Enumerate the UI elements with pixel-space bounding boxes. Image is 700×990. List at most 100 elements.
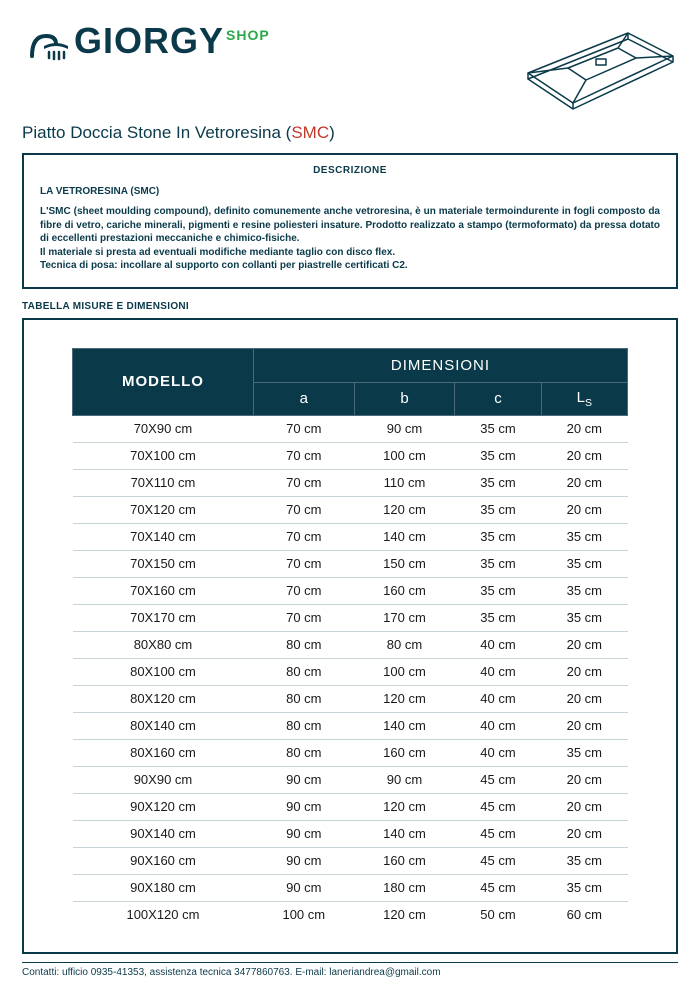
table-cell: 20 cm — [541, 712, 627, 739]
table-cell: 35 cm — [455, 550, 541, 577]
brand-logo: GIORGYSHOP — [22, 18, 270, 64]
table-section-label: TABELLA MISURE E DIMENSIONI — [22, 301, 678, 312]
table-cell: 80 cm — [354, 631, 455, 658]
table-cell: 150 cm — [354, 550, 455, 577]
table-cell: 80 cm — [253, 658, 354, 685]
table-cell: 90 cm — [253, 793, 354, 820]
table-row: 90X140 cm90 cm140 cm45 cm20 cm — [73, 820, 628, 847]
table-row: 70X150 cm70 cm150 cm35 cm35 cm — [73, 550, 628, 577]
table-cell: 70X100 cm — [73, 442, 254, 469]
table-cell: 90X160 cm — [73, 847, 254, 874]
table-cell: 90X180 cm — [73, 874, 254, 901]
table-cell: 20 cm — [541, 793, 627, 820]
table-cell: 45 cm — [455, 874, 541, 901]
table-cell: 70X170 cm — [73, 604, 254, 631]
table-header-model: MODELLO — [73, 348, 254, 415]
table-cell: 20 cm — [541, 631, 627, 658]
table-cell: 80X80 cm — [73, 631, 254, 658]
table-row: 90X160 cm90 cm160 cm45 cm35 cm — [73, 847, 628, 874]
table-cell: 45 cm — [455, 820, 541, 847]
table-row: 80X160 cm80 cm160 cm40 cm35 cm — [73, 739, 628, 766]
table-cell: 80X100 cm — [73, 658, 254, 685]
table-row: 70X100 cm70 cm100 cm35 cm20 cm — [73, 442, 628, 469]
table-cell: 40 cm — [455, 631, 541, 658]
table-cell: 70 cm — [253, 469, 354, 496]
table-cell: 140 cm — [354, 712, 455, 739]
table-cell: 160 cm — [354, 847, 455, 874]
table-header-col: b — [354, 382, 455, 415]
table-cell: 80 cm — [253, 712, 354, 739]
table-cell: 45 cm — [455, 847, 541, 874]
table-cell: 120 cm — [354, 685, 455, 712]
table-row: 90X120 cm90 cm120 cm45 cm20 cm — [73, 793, 628, 820]
table-cell: 70X90 cm — [73, 415, 254, 442]
table-cell: 35 cm — [541, 604, 627, 631]
product-title-accent: SMC — [291, 123, 329, 142]
table-cell: 80 cm — [253, 631, 354, 658]
table-row: 80X140 cm80 cm140 cm40 cm20 cm — [73, 712, 628, 739]
dimensions-table: MODELLO DIMENSIONI abcLS 70X90 cm70 cm90… — [72, 348, 628, 928]
table-cell: 35 cm — [541, 847, 627, 874]
table-cell: 180 cm — [354, 874, 455, 901]
table-cell: 90 cm — [253, 820, 354, 847]
table-row: 80X100 cm80 cm100 cm40 cm20 cm — [73, 658, 628, 685]
table-cell: 140 cm — [354, 820, 455, 847]
table-row: 70X90 cm70 cm90 cm35 cm20 cm — [73, 415, 628, 442]
table-cell: 45 cm — [455, 793, 541, 820]
table-cell: 40 cm — [455, 685, 541, 712]
table-cell: 35 cm — [541, 739, 627, 766]
brand-shop-label: SHOP — [226, 27, 270, 43]
table-cell: 90X120 cm — [73, 793, 254, 820]
table-cell: 160 cm — [354, 577, 455, 604]
table-cell: 70 cm — [253, 442, 354, 469]
table-cell: 50 cm — [455, 901, 541, 928]
brand-name-text: GIORGY — [74, 20, 224, 61]
table-cell: 120 cm — [354, 496, 455, 523]
table-cell: 35 cm — [455, 523, 541, 550]
table-cell: 110 cm — [354, 469, 455, 496]
table-cell: 35 cm — [541, 523, 627, 550]
table-cell: 20 cm — [541, 766, 627, 793]
table-cell: 35 cm — [455, 469, 541, 496]
table-cell: 35 cm — [455, 496, 541, 523]
table-header-col: a — [253, 382, 354, 415]
table-row: 70X160 cm70 cm160 cm35 cm35 cm — [73, 577, 628, 604]
table-cell: 70 cm — [253, 415, 354, 442]
description-box: DESCRIZIONE LA VETRORESINA (SMC) L'SMC (… — [22, 153, 678, 289]
table-cell: 80 cm — [253, 739, 354, 766]
table-header-dimensions: DIMENSIONI — [253, 348, 627, 382]
table-row: 70X110 cm70 cm110 cm35 cm20 cm — [73, 469, 628, 496]
table-cell: 100 cm — [354, 658, 455, 685]
table-cell: 140 cm — [354, 523, 455, 550]
table-cell: 20 cm — [541, 442, 627, 469]
table-cell: 40 cm — [455, 739, 541, 766]
table-header-col: LS — [541, 382, 627, 415]
table-cell: 90X90 cm — [73, 766, 254, 793]
table-cell: 35 cm — [455, 604, 541, 631]
table-cell: 35 cm — [541, 577, 627, 604]
table-cell: 90 cm — [354, 415, 455, 442]
table-cell: 100 cm — [253, 901, 354, 928]
page-header: GIORGYSHOP — [22, 18, 678, 113]
table-cell: 90 cm — [253, 874, 354, 901]
table-cell: 120 cm — [354, 901, 455, 928]
table-cell: 70X110 cm — [73, 469, 254, 496]
table-cell: 70 cm — [253, 550, 354, 577]
table-cell: 90 cm — [354, 766, 455, 793]
table-cell: 20 cm — [541, 820, 627, 847]
table-cell: 20 cm — [541, 685, 627, 712]
product-title-prefix: Piatto Doccia Stone In Vetroresina ( — [22, 123, 291, 142]
table-cell: 70 cm — [253, 577, 354, 604]
table-cell: 170 cm — [354, 604, 455, 631]
table-cell: 20 cm — [541, 496, 627, 523]
table-cell: 90 cm — [253, 847, 354, 874]
table-row: 70X140 cm70 cm140 cm35 cm35 cm — [73, 523, 628, 550]
table-cell: 45 cm — [455, 766, 541, 793]
table-cell: 70X160 cm — [73, 577, 254, 604]
product-title-suffix: ) — [329, 123, 335, 142]
table-cell: 35 cm — [455, 577, 541, 604]
table-cell: 35 cm — [455, 415, 541, 442]
table-cell: 70 cm — [253, 496, 354, 523]
table-cell: 70 cm — [253, 523, 354, 550]
tray-diagram-icon — [498, 18, 678, 113]
